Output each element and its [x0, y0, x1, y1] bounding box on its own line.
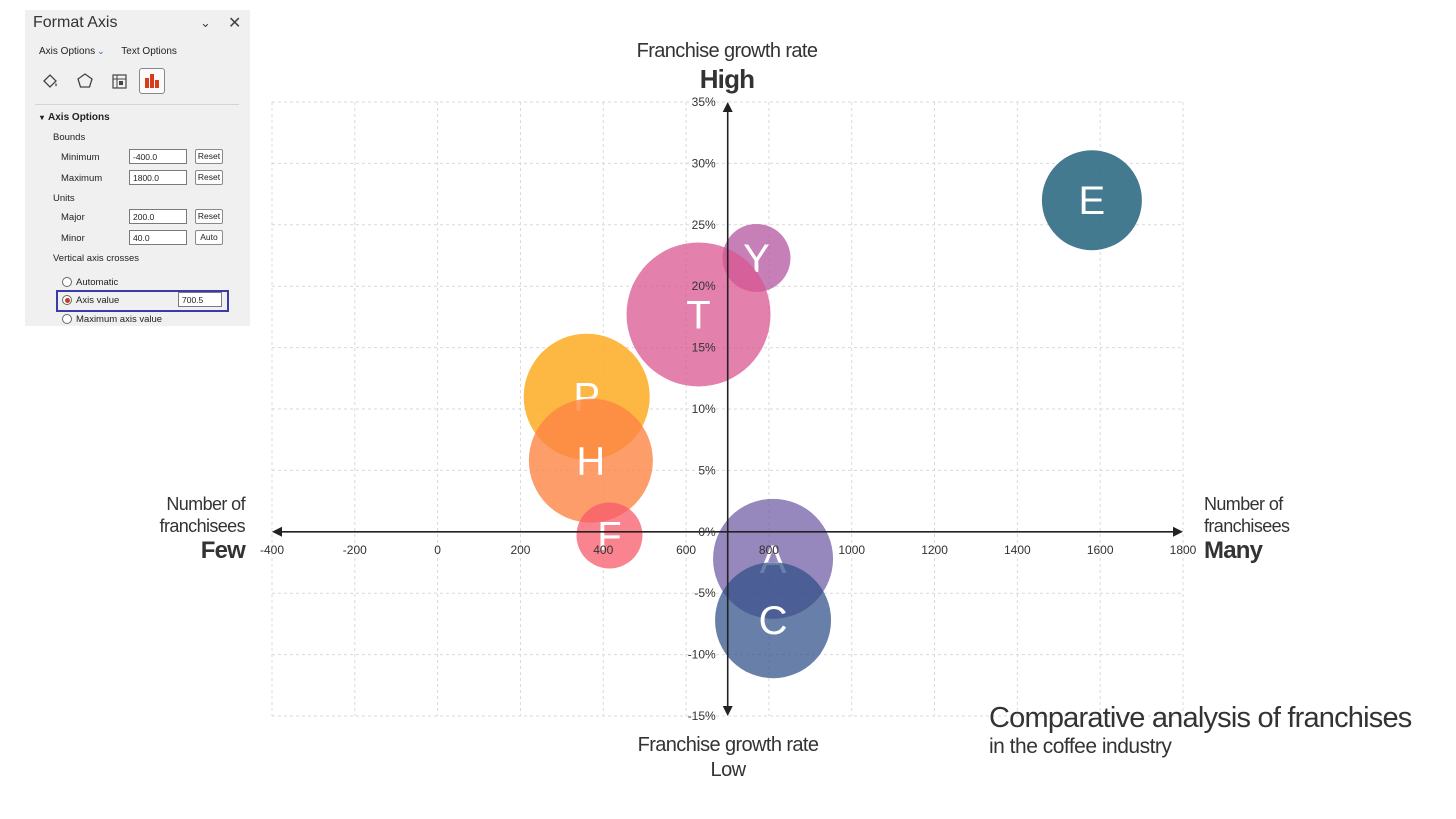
- tab-chevron-icon[interactable]: ⌄: [97, 46, 105, 56]
- x-axis-arrow-left: [272, 526, 282, 537]
- bubble-e: [1041, 150, 1142, 251]
- y-axis-arrow-top: [722, 102, 733, 112]
- major-input[interactable]: 200.0: [129, 209, 187, 224]
- bubble-label-e: E: [1079, 179, 1106, 223]
- bubble-t: [626, 242, 771, 387]
- y-tick-label: 5%: [698, 463, 716, 477]
- bounds-label: Bounds: [53, 132, 86, 143]
- y-axis-bottom-label: Franchise growth rate: [638, 734, 819, 756]
- y-tick-label: 15%: [692, 341, 716, 355]
- format-icon-row: [37, 68, 237, 96]
- maximum-axis-value-label: Maximum axis value: [76, 314, 163, 325]
- bubble-label-f: F: [597, 514, 621, 558]
- panel-title: Format Axis: [33, 14, 118, 31]
- bubble-label-c: C: [759, 599, 788, 643]
- format-axis-panel: Format Axis ⌄ ✕ Axis Options ⌄ Text Optio…: [25, 10, 250, 326]
- crosses-label: Vertical axis crosses: [53, 253, 140, 264]
- units-label: Units: [53, 193, 75, 204]
- axis-value-input[interactable]: 700.5: [178, 292, 222, 307]
- effects-icon[interactable]: [72, 68, 98, 94]
- bubble-c: [715, 562, 832, 679]
- radio-axis-value[interactable]: [62, 295, 72, 305]
- x-tick-label: 800: [759, 543, 779, 557]
- y-tick-label: 30%: [692, 156, 716, 170]
- minimum-input[interactable]: -400.0: [129, 149, 187, 164]
- minor-auto-button[interactable]: Auto: [195, 230, 223, 245]
- y-tick-label: -5%: [694, 586, 716, 600]
- x-tick-label: 1600: [1087, 543, 1114, 557]
- bubble-f: [576, 502, 643, 569]
- x-tick-label: 0: [434, 543, 441, 557]
- x-axis-right-label: Number of franchisees: [1204, 494, 1290, 536]
- axes: [272, 102, 1183, 716]
- axis-value-label: Axis value: [76, 295, 120, 306]
- minor-input[interactable]: 40.0: [129, 230, 187, 245]
- y-tick-label: -10%: [688, 648, 716, 662]
- section-label: Axis Options: [48, 112, 110, 123]
- chart-title: Comparative analysis of franchises: [989, 702, 1412, 734]
- x-axis-left-label: Number of franchisees: [159, 494, 246, 536]
- y-axis-arrow-bottom: [722, 706, 733, 716]
- y-tick-label: 35%: [692, 95, 716, 109]
- maximum-label: Maximum: [61, 173, 103, 184]
- y-tick-label: -15%: [688, 709, 716, 723]
- y-tick-label: 10%: [692, 402, 716, 416]
- minor-label: Minor: [61, 233, 85, 244]
- y-tick-label: 0%: [698, 525, 716, 539]
- close-icon[interactable]: ✕: [228, 15, 242, 32]
- bubble-h: [528, 398, 653, 523]
- y-axis-top-label: Franchise growth rate: [637, 40, 818, 62]
- automatic-label: Automatic: [76, 277, 119, 288]
- radio-maximum-axis-value[interactable]: [62, 314, 72, 324]
- tab-axis-options[interactable]: Axis Options: [39, 46, 96, 57]
- bubble-label-h: H: [576, 440, 605, 484]
- tick-labels: -400 -200 0 200 400 600 800 1000 1200 1400 1600 180…: [260, 95, 1197, 723]
- y-axis-bottom-strong: Low: [711, 759, 747, 781]
- x-axis-right-strong: Many: [1204, 537, 1263, 564]
- x-tick-label: -200: [343, 543, 367, 557]
- x-tick-label: 200: [510, 543, 530, 557]
- fill-line-icon[interactable]: [37, 68, 63, 94]
- major-reset-button[interactable]: Reset: [195, 209, 223, 224]
- panel-divider: [35, 104, 239, 105]
- maximum-reset-button[interactable]: Reset: [195, 170, 223, 185]
- maximum-input[interactable]: 1800.0: [129, 170, 187, 185]
- tab-text-options[interactable]: Text Options: [121, 46, 177, 57]
- y-tick-label: 25%: [692, 218, 716, 232]
- x-tick-label: 1800: [1170, 543, 1197, 557]
- highlight-box: [56, 290, 229, 312]
- y-tick-label: 20%: [692, 279, 716, 293]
- minimum-reset-button[interactable]: Reset: [195, 149, 223, 164]
- axis-titles: Franchise growth rate High Franchise gro…: [637, 40, 820, 781]
- major-label: Major: [61, 212, 85, 223]
- chart-title-block: Comparative analysis of franchises in th…: [989, 702, 1412, 760]
- x-tick-label: -400: [260, 543, 284, 557]
- x-tick-label: 400: [593, 543, 613, 557]
- x-tick-label: 1000: [838, 543, 865, 557]
- chevron-down-icon[interactable]: ⌄: [200, 15, 211, 30]
- x-tick-label: 1400: [1004, 543, 1031, 557]
- x-tick-label: 600: [676, 543, 696, 557]
- x-axis-arrow-right: [1173, 526, 1183, 537]
- size-properties-icon[interactable]: [106, 68, 132, 94]
- minimum-label: Minimum: [61, 152, 100, 163]
- axis-options-icon[interactable]: [139, 68, 165, 94]
- axis-options-section[interactable]: ▾ Axis Options: [40, 112, 110, 123]
- chart-subtitle: in the coffee industry: [989, 735, 1172, 758]
- x-tick-label: 1200: [921, 543, 948, 557]
- panel-tabs: Axis Options ⌄ Text Options: [39, 46, 177, 57]
- bubble-label-t: T: [686, 293, 710, 337]
- x-axis-left-strong: Few: [200, 537, 246, 564]
- radio-automatic[interactable]: [62, 277, 72, 287]
- y-axis-top-strong: High: [700, 64, 755, 94]
